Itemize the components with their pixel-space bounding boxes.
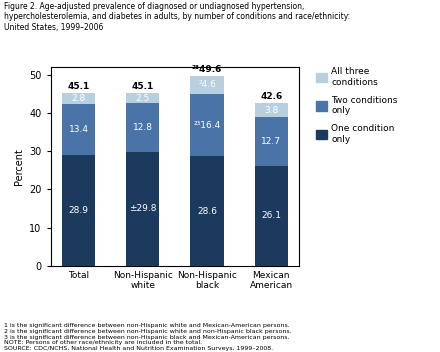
Bar	[126, 152, 159, 266]
Y-axis label: Percent: Percent	[14, 148, 24, 185]
Bar	[191, 94, 224, 156]
Bar	[254, 117, 288, 166]
Bar	[62, 155, 95, 266]
Text: 12.7: 12.7	[261, 137, 281, 146]
Bar	[254, 166, 288, 266]
Bar	[191, 76, 224, 94]
Text: ²³16.4: ²³16.4	[193, 120, 220, 130]
Legend: All three
conditions, Two conditions
only, One condition
only: All three conditions, Two conditions onl…	[316, 68, 398, 144]
Text: Figure 2. Age-adjusted prevalence of diagnosed or undiagnosed hypertension,
hype: Figure 2. Age-adjusted prevalence of dia…	[4, 2, 351, 32]
Text: 28.9: 28.9	[69, 206, 88, 215]
Text: 3.8: 3.8	[264, 106, 279, 115]
Text: 42.6: 42.6	[260, 92, 282, 101]
Text: ±29.8: ±29.8	[129, 204, 157, 213]
Text: ²³49.6: ²³49.6	[192, 65, 222, 74]
Text: 13.4: 13.4	[69, 125, 88, 134]
Text: 2.8: 2.8	[71, 94, 86, 103]
Text: 45.1: 45.1	[67, 82, 90, 91]
Text: 2.5: 2.5	[136, 94, 150, 102]
Text: 28.6: 28.6	[197, 207, 217, 215]
Text: ²4.6: ²4.6	[198, 80, 216, 89]
Bar	[254, 103, 288, 117]
Bar	[126, 93, 159, 103]
Bar	[62, 104, 95, 155]
Bar	[62, 93, 95, 104]
Bar	[191, 156, 224, 266]
Text: 26.1: 26.1	[261, 211, 281, 220]
Bar	[126, 103, 159, 152]
Text: 1 is the significant difference between non-Hispanic white and Mexican-American : 1 is the significant difference between …	[4, 323, 292, 351]
Text: 12.8: 12.8	[133, 123, 153, 132]
Text: 45.1: 45.1	[132, 82, 154, 91]
